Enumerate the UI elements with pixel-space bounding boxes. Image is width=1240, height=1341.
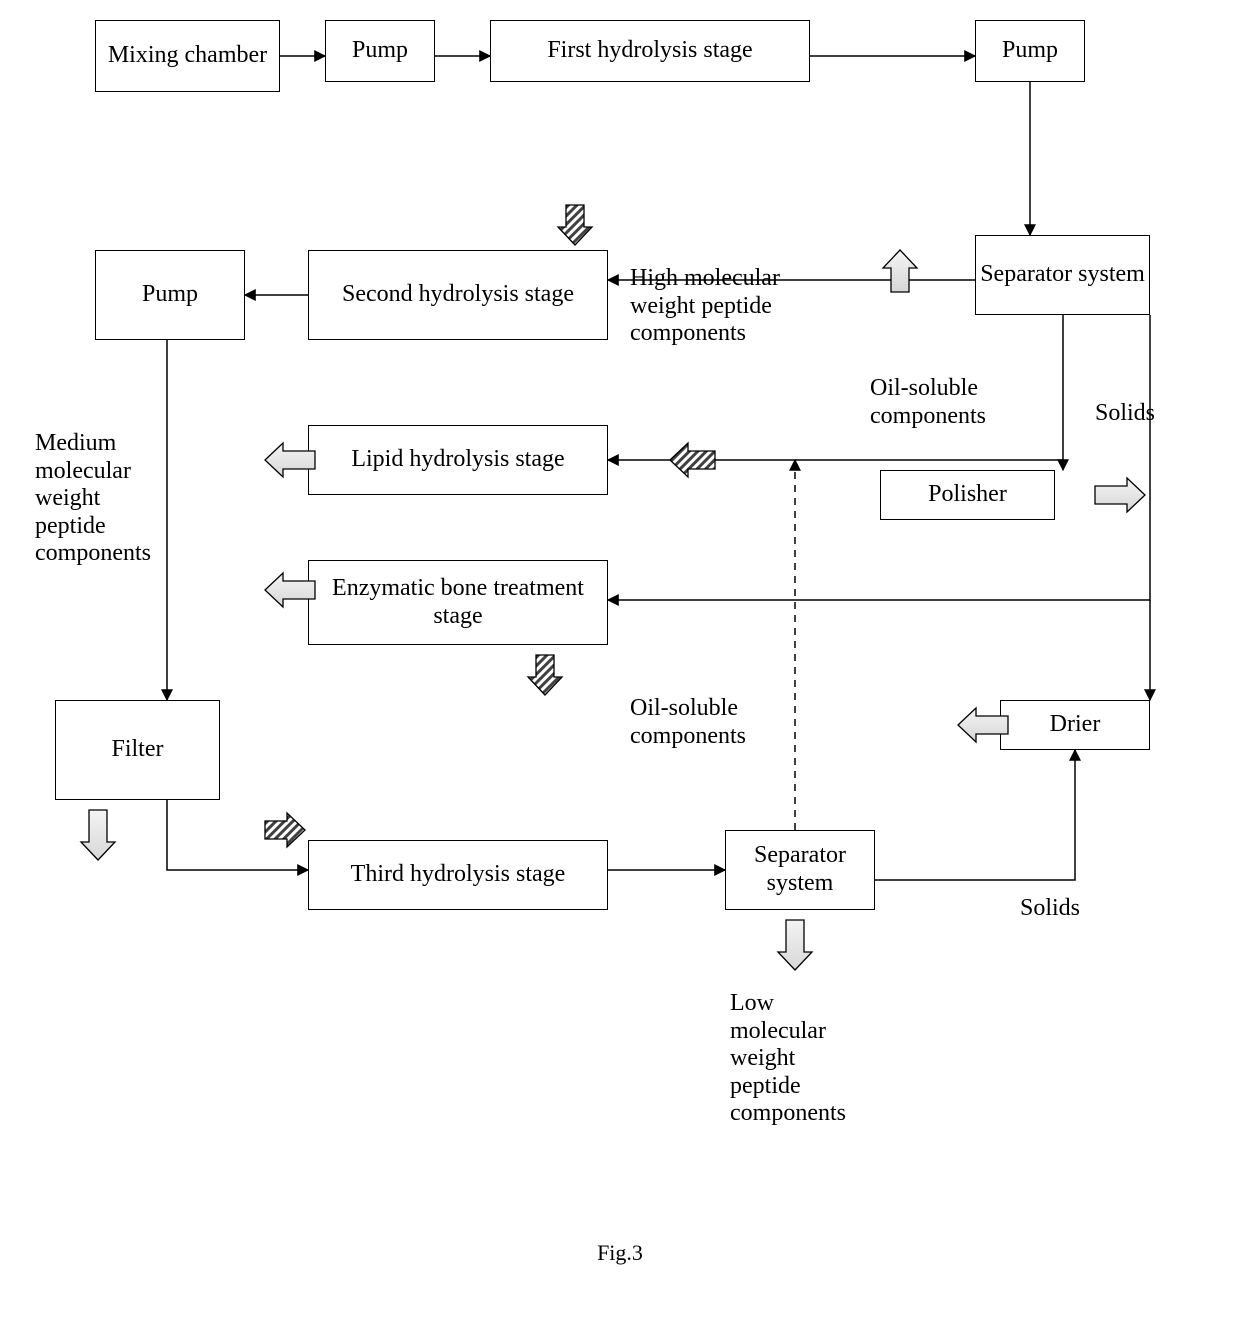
- node-mixing: Mixing chamber: [95, 20, 280, 92]
- node-second: Second hydrolysis stage: [308, 250, 608, 340]
- node-sep1: Separator system: [975, 235, 1150, 315]
- figure-caption: Fig.3: [0, 1240, 1240, 1266]
- edge-label-solids2: Solids: [1020, 895, 1080, 923]
- node-second-label: Second hydrolysis stage: [342, 281, 574, 309]
- edge-label-solids1: Solids: [1095, 400, 1155, 428]
- edge-label-oil2: Oil-soluble components: [630, 695, 746, 750]
- block-arrow-10: [778, 920, 812, 970]
- thin-arrow-13: [875, 750, 1075, 880]
- node-drier: Drier: [1000, 700, 1150, 750]
- edge-label-hmw: High molecular weight peptide components: [630, 265, 780, 348]
- node-pump3-label: Pump: [142, 281, 198, 309]
- node-pump1-label: Pump: [352, 37, 408, 65]
- node-first-label: First hydrolysis stage: [547, 37, 752, 65]
- node-sep1-label: Separator system: [980, 261, 1145, 289]
- node-polisher: Polisher: [880, 470, 1055, 520]
- block-arrow-9: [265, 813, 305, 847]
- node-third: Third hydrolysis stage: [308, 840, 608, 910]
- node-mixing-label: Mixing chamber: [108, 42, 267, 70]
- edge-label-mmw: Medium molecular weight peptide componen…: [35, 430, 151, 568]
- node-third-label: Third hydrolysis stage: [351, 861, 566, 889]
- arrow-layer: [0, 0, 1240, 1341]
- node-lipid: Lipid hydrolysis stage: [308, 425, 608, 495]
- thin-arrow-8: [608, 315, 1150, 600]
- node-pump3: Pump: [95, 250, 245, 340]
- node-pump2-label: Pump: [1002, 37, 1058, 65]
- edge-label-oil1: Oil-soluble components: [870, 375, 986, 430]
- edge-label-lmw: Low molecular weight peptide components: [730, 990, 846, 1128]
- block-arrow-0: [558, 205, 592, 245]
- block-arrow-8: [81, 810, 115, 860]
- node-sep2: Separator system: [725, 830, 875, 910]
- node-drier-label: Drier: [1050, 711, 1101, 739]
- thin-arrow-11: [167, 800, 308, 870]
- block-arrow-1: [883, 250, 917, 292]
- node-bone: Enzymatic bone treatment stage: [308, 560, 608, 645]
- node-filter: Filter: [55, 700, 220, 800]
- node-bone-label: Enzymatic bone treatment stage: [313, 575, 603, 630]
- node-filter-label: Filter: [112, 736, 164, 764]
- block-arrow-6: [528, 655, 562, 695]
- block-arrow-2: [670, 443, 715, 477]
- node-first: First hydrolysis stage: [490, 20, 810, 82]
- node-pump1: Pump: [325, 20, 435, 82]
- node-polisher-label: Polisher: [928, 481, 1007, 509]
- block-arrow-4: [1095, 478, 1145, 512]
- node-sep2-label: Separator system: [730, 842, 870, 897]
- node-pump2: Pump: [975, 20, 1085, 82]
- node-lipid-label: Lipid hydrolysis stage: [351, 446, 564, 474]
